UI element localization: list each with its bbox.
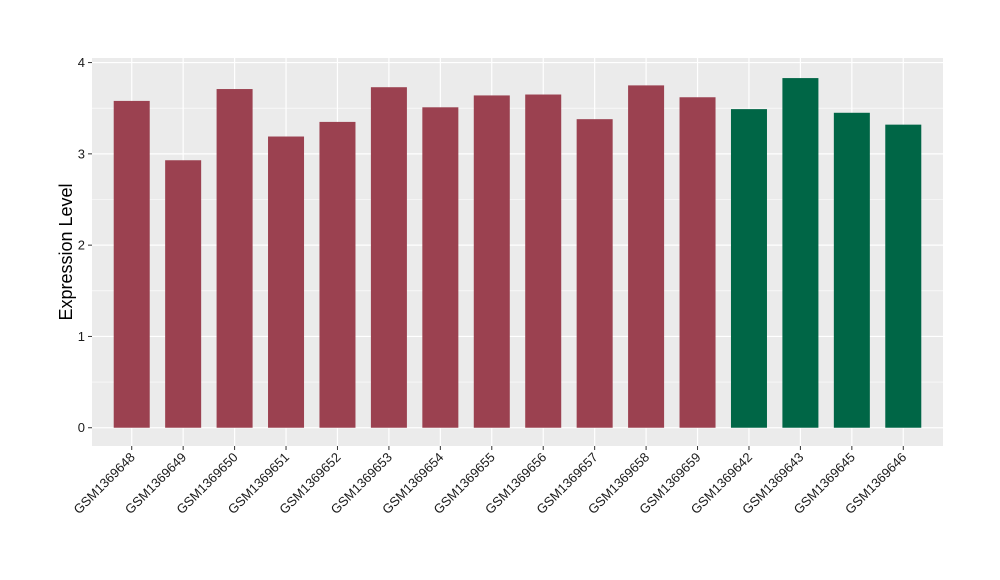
y-tick-label: 0 xyxy=(78,420,85,435)
y-axis-title: Expression Level xyxy=(56,183,76,320)
x-axis: GSM1369648GSM1369649GSM1369650GSM1369651… xyxy=(70,446,909,517)
y-tick-label: 3 xyxy=(78,146,85,161)
bar-GSM1369659 xyxy=(679,97,716,428)
bar-GSM1369656 xyxy=(525,94,562,428)
y-tick-label: 4 xyxy=(78,55,85,70)
bar-GSM1369655 xyxy=(473,95,510,428)
y-tick-label: 2 xyxy=(78,238,85,253)
bar-GSM1369654 xyxy=(422,107,459,428)
bar-GSM1369651 xyxy=(268,136,305,428)
bar-GSM1369650 xyxy=(216,89,253,428)
bar-GSM1369653 xyxy=(370,87,407,428)
y-axis: 0 1 2 3 4 xyxy=(78,55,92,435)
bar-GSM1369646 xyxy=(885,124,922,428)
bar-GSM1369649 xyxy=(165,160,202,428)
bar-GSM1369642 xyxy=(730,109,767,428)
bars xyxy=(113,78,922,428)
bar-GSM1369657 xyxy=(576,119,613,428)
bar-GSM1369648 xyxy=(113,100,150,428)
bar-GSM1369643 xyxy=(782,78,819,428)
bar-GSM1369658 xyxy=(628,85,665,428)
y-tick-label: 1 xyxy=(78,329,85,344)
bar-GSM1369645 xyxy=(833,112,870,428)
bar-GSM1369652 xyxy=(319,121,356,428)
